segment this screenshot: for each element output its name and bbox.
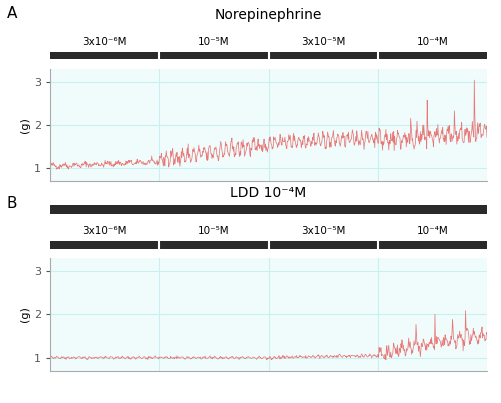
Text: 10⁻⁵M: 10⁻⁵M [198, 226, 229, 237]
Text: 3x10⁻⁶M: 3x10⁻⁶M [82, 37, 127, 47]
Y-axis label: (g): (g) [20, 117, 30, 133]
Text: 10⁻⁴M: 10⁻⁴M [416, 226, 447, 237]
Y-axis label: (g): (g) [20, 306, 30, 322]
Text: 3x10⁻⁶M: 3x10⁻⁶M [82, 226, 127, 237]
Text: A: A [7, 6, 17, 21]
Text: 3x10⁻⁵M: 3x10⁻⁵M [301, 226, 345, 237]
Text: LDD 10⁻⁴M: LDD 10⁻⁴M [230, 186, 306, 200]
Text: B: B [7, 196, 17, 211]
FancyBboxPatch shape [50, 52, 486, 60]
Text: 3x10⁻⁵M: 3x10⁻⁵M [301, 37, 345, 47]
Text: 10⁻⁵M: 10⁻⁵M [198, 37, 229, 47]
Text: Norepinephrine: Norepinephrine [214, 8, 322, 22]
Text: 10⁻⁴M: 10⁻⁴M [416, 37, 447, 47]
FancyBboxPatch shape [50, 205, 486, 214]
FancyBboxPatch shape [50, 241, 486, 249]
